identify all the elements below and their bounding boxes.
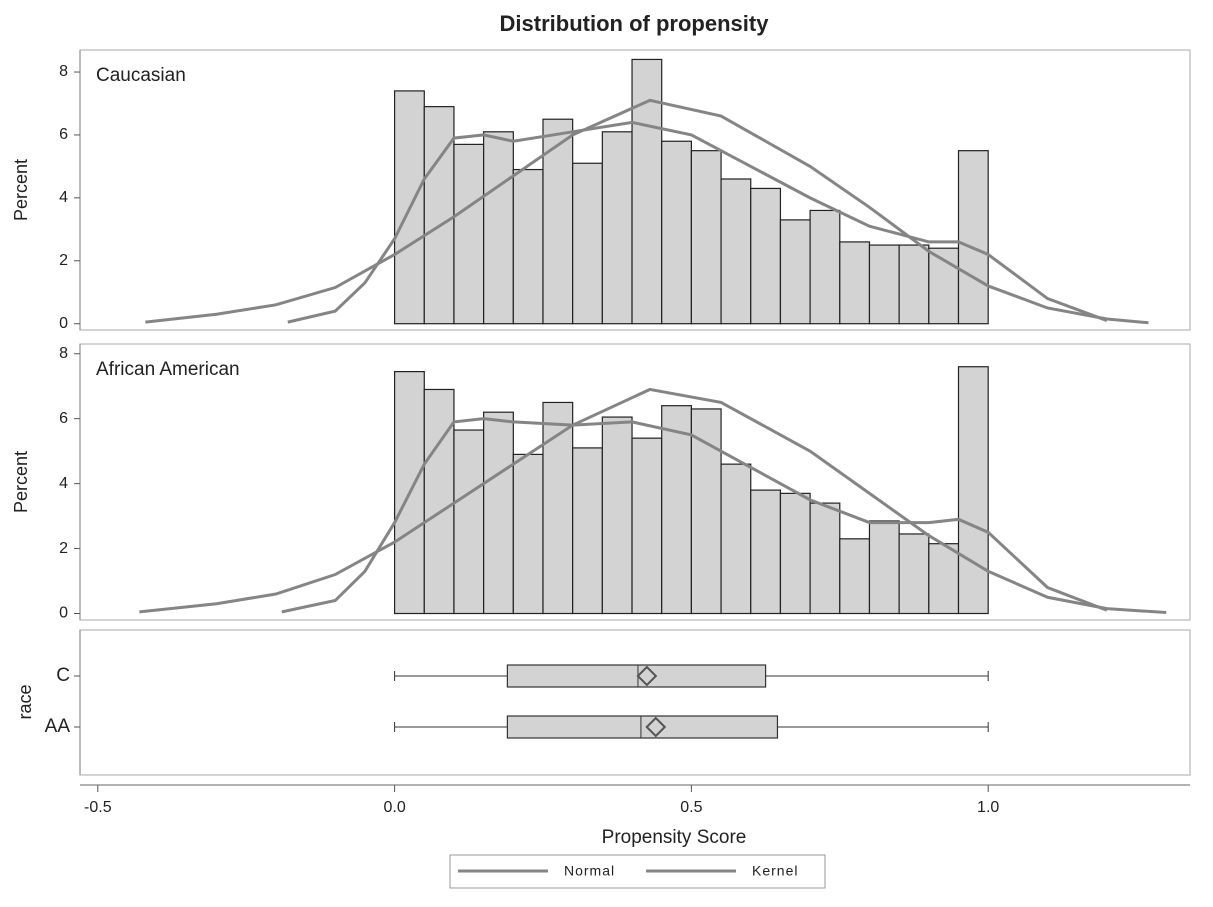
y-tick-label: C [56, 665, 70, 686]
bar [453, 429, 485, 615]
x-tick-label: 0.5 [680, 799, 702, 816]
bar [957, 150, 989, 325]
bar [542, 118, 574, 325]
bar [690, 150, 722, 325]
density-curve [139, 387, 1167, 615]
bar [839, 241, 871, 325]
bar [868, 520, 900, 615]
bar [928, 543, 960, 615]
density-curve [281, 417, 1108, 614]
bar [898, 533, 930, 615]
bar [512, 453, 544, 615]
bar [868, 244, 900, 325]
y-tick-label: 8 [59, 63, 68, 80]
bar [661, 405, 692, 615]
mean-marker [645, 716, 667, 738]
panel-frame [79, 629, 1191, 776]
bar [661, 140, 692, 325]
bar [483, 411, 514, 615]
bar [512, 168, 544, 325]
bar [690, 408, 722, 615]
bar [423, 106, 455, 325]
bar [809, 502, 841, 615]
mean-marker [636, 665, 658, 687]
y-tick-label: 4 [59, 189, 68, 206]
y-tick-label: AA [45, 716, 71, 737]
bar [779, 219, 811, 325]
y-axis-label: Percent [11, 159, 31, 221]
y-axis-label: race [15, 684, 35, 719]
bar [720, 178, 752, 325]
bar [572, 447, 603, 615]
bar [839, 538, 871, 615]
bar [631, 58, 663, 325]
y-tick-label: 6 [59, 126, 68, 143]
bar [453, 143, 485, 325]
bar [542, 401, 574, 615]
legend-label: Kernel [752, 863, 798, 879]
y-axis-label: Percent [11, 451, 31, 513]
bar [631, 437, 663, 615]
bar [483, 131, 514, 325]
bar [957, 366, 989, 615]
chart-title: Distribution of propensity [500, 11, 770, 36]
y-tick-label: 6 [59, 410, 68, 427]
y-tick-label: 2 [59, 540, 68, 557]
y-tick-label: 4 [59, 475, 68, 492]
box [506, 715, 779, 739]
y-tick-label: 8 [59, 345, 68, 362]
legend-label: Normal [564, 863, 615, 879]
bar [750, 489, 782, 615]
bar [572, 162, 603, 325]
bar [750, 187, 782, 325]
bar [898, 244, 930, 325]
bar [928, 247, 960, 325]
x-tick-label: -0.5 [84, 799, 112, 816]
panel-label: Caucasian [96, 65, 186, 86]
bar [720, 463, 752, 615]
bar [809, 209, 841, 325]
density-curve [145, 98, 1149, 325]
y-tick-label: 0 [59, 315, 68, 332]
x-tick-label: 1.0 [977, 799, 999, 816]
bar [601, 131, 633, 325]
bar [423, 388, 455, 615]
y-tick-label: 2 [59, 252, 68, 269]
y-tick-label: 0 [59, 605, 68, 622]
panel-label: African American [96, 359, 240, 380]
density-curve [287, 120, 1108, 324]
bar [779, 492, 811, 615]
bar [601, 416, 633, 615]
x-tick-label: 0.0 [383, 799, 405, 816]
x-axis-label: Propensity Score [602, 827, 747, 848]
